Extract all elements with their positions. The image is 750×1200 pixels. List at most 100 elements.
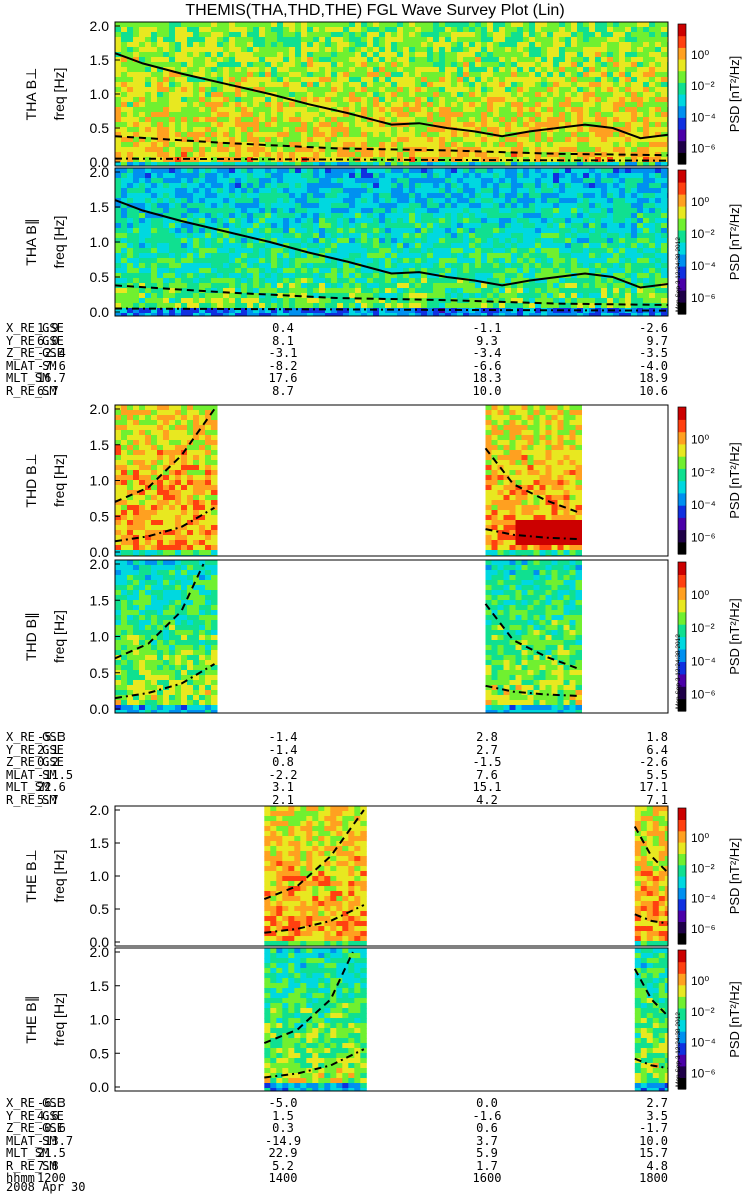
ephemeris-row: R_RE_SM 6.7 8.7 10.0 10.6 bbox=[0, 385, 750, 397]
colorbar-swatch bbox=[678, 666, 686, 670]
ephemeris-value: 16.7 bbox=[37, 371, 66, 385]
colorbar: 10⁰ 10⁻² 10⁻⁴ 10⁻⁶ PSD [nT²/Hz] bbox=[677, 561, 742, 712]
y-tick-label: 0.5 bbox=[90, 901, 110, 917]
colorbar-swatch bbox=[678, 866, 686, 870]
colorbar-swatch bbox=[678, 656, 686, 660]
cyclotron-line-dashed bbox=[633, 826, 668, 874]
colorbar-swatch bbox=[678, 522, 686, 526]
colorbar-swatch bbox=[678, 611, 686, 615]
colorbar-swatch bbox=[678, 898, 686, 902]
colorbar-swatch bbox=[678, 569, 686, 573]
colorbar-swatch bbox=[678, 862, 686, 866]
colorbar-swatch bbox=[678, 527, 686, 531]
ephemeris-value: 22.9 bbox=[268, 1146, 298, 1160]
colorbar-swatch bbox=[678, 1021, 686, 1025]
colorbar-swatch bbox=[678, 614, 686, 618]
colorbar-swatch bbox=[678, 900, 686, 904]
colorbar-swatch bbox=[678, 426, 686, 430]
ephemeris-value: 1.5 bbox=[272, 1108, 294, 1123]
colorbar-swatch bbox=[678, 591, 686, 595]
colorbar-swatch bbox=[678, 184, 686, 188]
y-tick-label: 2.0 bbox=[90, 401, 110, 417]
cyclotron-line-dashdot bbox=[264, 1048, 365, 1079]
ephemeris-value: 1200 bbox=[37, 1171, 66, 1185]
colorbar-swatch bbox=[678, 285, 686, 289]
ephemeris-value: 1.7 bbox=[476, 1158, 498, 1173]
colorbar-swatch bbox=[678, 631, 686, 635]
colorbar-swatch bbox=[678, 213, 686, 217]
panel-frame bbox=[114, 947, 669, 1092]
colorbar-tick-label: 10⁰ bbox=[691, 48, 709, 62]
colorbar-label: PSD [nT²/Hz] bbox=[727, 442, 742, 519]
colorbar-swatch bbox=[678, 110, 686, 114]
colorbar-swatch bbox=[678, 73, 686, 76]
colorbar-swatch bbox=[678, 606, 686, 610]
ephemeris-value: 7.6 bbox=[476, 767, 498, 782]
ephemeris-value: -7.6 bbox=[37, 358, 66, 373]
colorbar-swatch bbox=[678, 517, 686, 521]
colorbar-swatch bbox=[678, 977, 686, 981]
timestamp: Mon Sep 3 12:24:38 2012 bbox=[675, 634, 682, 709]
colorbar-swatch bbox=[678, 198, 686, 202]
colorbar-swatch bbox=[678, 150, 686, 153]
cyclotron-line-dashed bbox=[484, 447, 580, 514]
colorbar-swatch bbox=[678, 959, 686, 963]
ephemeris-value: 8.1 bbox=[272, 333, 294, 348]
panel-label: THA B∥ bbox=[23, 218, 39, 265]
ephemeris-row: R_RE_SM 5.7 2.1 4.2 7.1 bbox=[0, 794, 750, 806]
colorbar-frame bbox=[677, 561, 687, 712]
colorbar-swatch bbox=[678, 431, 686, 435]
colorbar-swatch bbox=[678, 860, 686, 863]
colorbar-swatch bbox=[678, 482, 686, 486]
spectrogram-cells bbox=[115, 168, 668, 316]
colorbar-swatch bbox=[678, 952, 686, 956]
colorbar-swatch bbox=[678, 1061, 686, 1065]
cyclotron-line-dashed bbox=[115, 563, 205, 660]
colorbar-swatch bbox=[678, 509, 686, 513]
colorbar-swatch bbox=[678, 1040, 686, 1044]
colorbar-swatch bbox=[678, 857, 686, 861]
colorbar-swatch bbox=[678, 1065, 686, 1069]
colorbar-swatch bbox=[678, 465, 686, 469]
ephemeris-value: -11.5 bbox=[37, 767, 74, 782]
ephemeris-value: 1800 bbox=[639, 1171, 668, 1185]
colorbar-swatch bbox=[678, 846, 686, 850]
colorbar-swatch bbox=[678, 934, 686, 938]
colorbar-swatch bbox=[678, 122, 686, 125]
cyclotron-line-dashed bbox=[484, 603, 580, 671]
y-tick-label: 2.0 bbox=[90, 18, 110, 34]
ephemeris-value: 4.6 bbox=[37, 1108, 59, 1123]
ephemeris-value: 0.3 bbox=[272, 1121, 294, 1135]
y-tick-label: 0.0 bbox=[90, 304, 110, 320]
colorbar-swatch bbox=[678, 1028, 686, 1032]
colorbar-swatch bbox=[678, 82, 686, 86]
ephemeris-value: 5.7 bbox=[37, 792, 59, 807]
colorbar-swatch bbox=[678, 490, 686, 494]
colorbar-swatch bbox=[678, 254, 686, 257]
colorbar-swatch bbox=[678, 297, 686, 301]
colorbar-tick-label: 10⁻⁶ bbox=[691, 922, 716, 936]
colorbar: 10⁰ 10⁻² 10⁻⁴ 10⁻⁶ PSD [nT²/Hz] bbox=[677, 807, 742, 945]
colorbar-tick-label: 10⁻² bbox=[691, 465, 715, 479]
ephemeris-row: Y_RE_GSE 2.1 -1.4 2.7 6.4 bbox=[0, 744, 750, 756]
ephemeris-value: 9.7 bbox=[646, 333, 668, 348]
colorbar-swatch bbox=[678, 651, 686, 655]
colorbar-swatch bbox=[678, 1003, 686, 1007]
colorbar-swatch bbox=[678, 1082, 686, 1085]
colorbar-swatch bbox=[678, 1077, 686, 1081]
spectrogram-panel-1: 0.0 0.5 1.0 1.5 2.0 THA B∥ freq [Hz] 10⁰ 10⁻² 10⁻… bbox=[23, 164, 742, 320]
colorbar-swatch bbox=[678, 894, 686, 897]
spectrogram-panel-5: 0.0 0.5 1.0 1.5 2.0 THE B∥ freq [Hz] 10⁰ 10⁻² 10⁻… bbox=[23, 944, 742, 1095]
colorbar-swatch bbox=[678, 220, 686, 224]
colorbar-swatch bbox=[678, 529, 686, 533]
y-tick-label: 2.0 bbox=[90, 944, 110, 960]
colorbar-swatch bbox=[678, 905, 686, 909]
colorbar-swatch bbox=[678, 28, 686, 32]
y-tick-label: 1.0 bbox=[90, 629, 110, 645]
colorbar-swatch bbox=[678, 996, 686, 1000]
ephemeris-value: -2.6 bbox=[639, 321, 668, 335]
ephemeris-value: 1400 bbox=[268, 1171, 298, 1185]
colorbar-swatch bbox=[678, 574, 686, 578]
colorbar-swatch bbox=[678, 939, 686, 943]
ephemeris-label: Z_RE_GSE bbox=[6, 1121, 64, 1135]
